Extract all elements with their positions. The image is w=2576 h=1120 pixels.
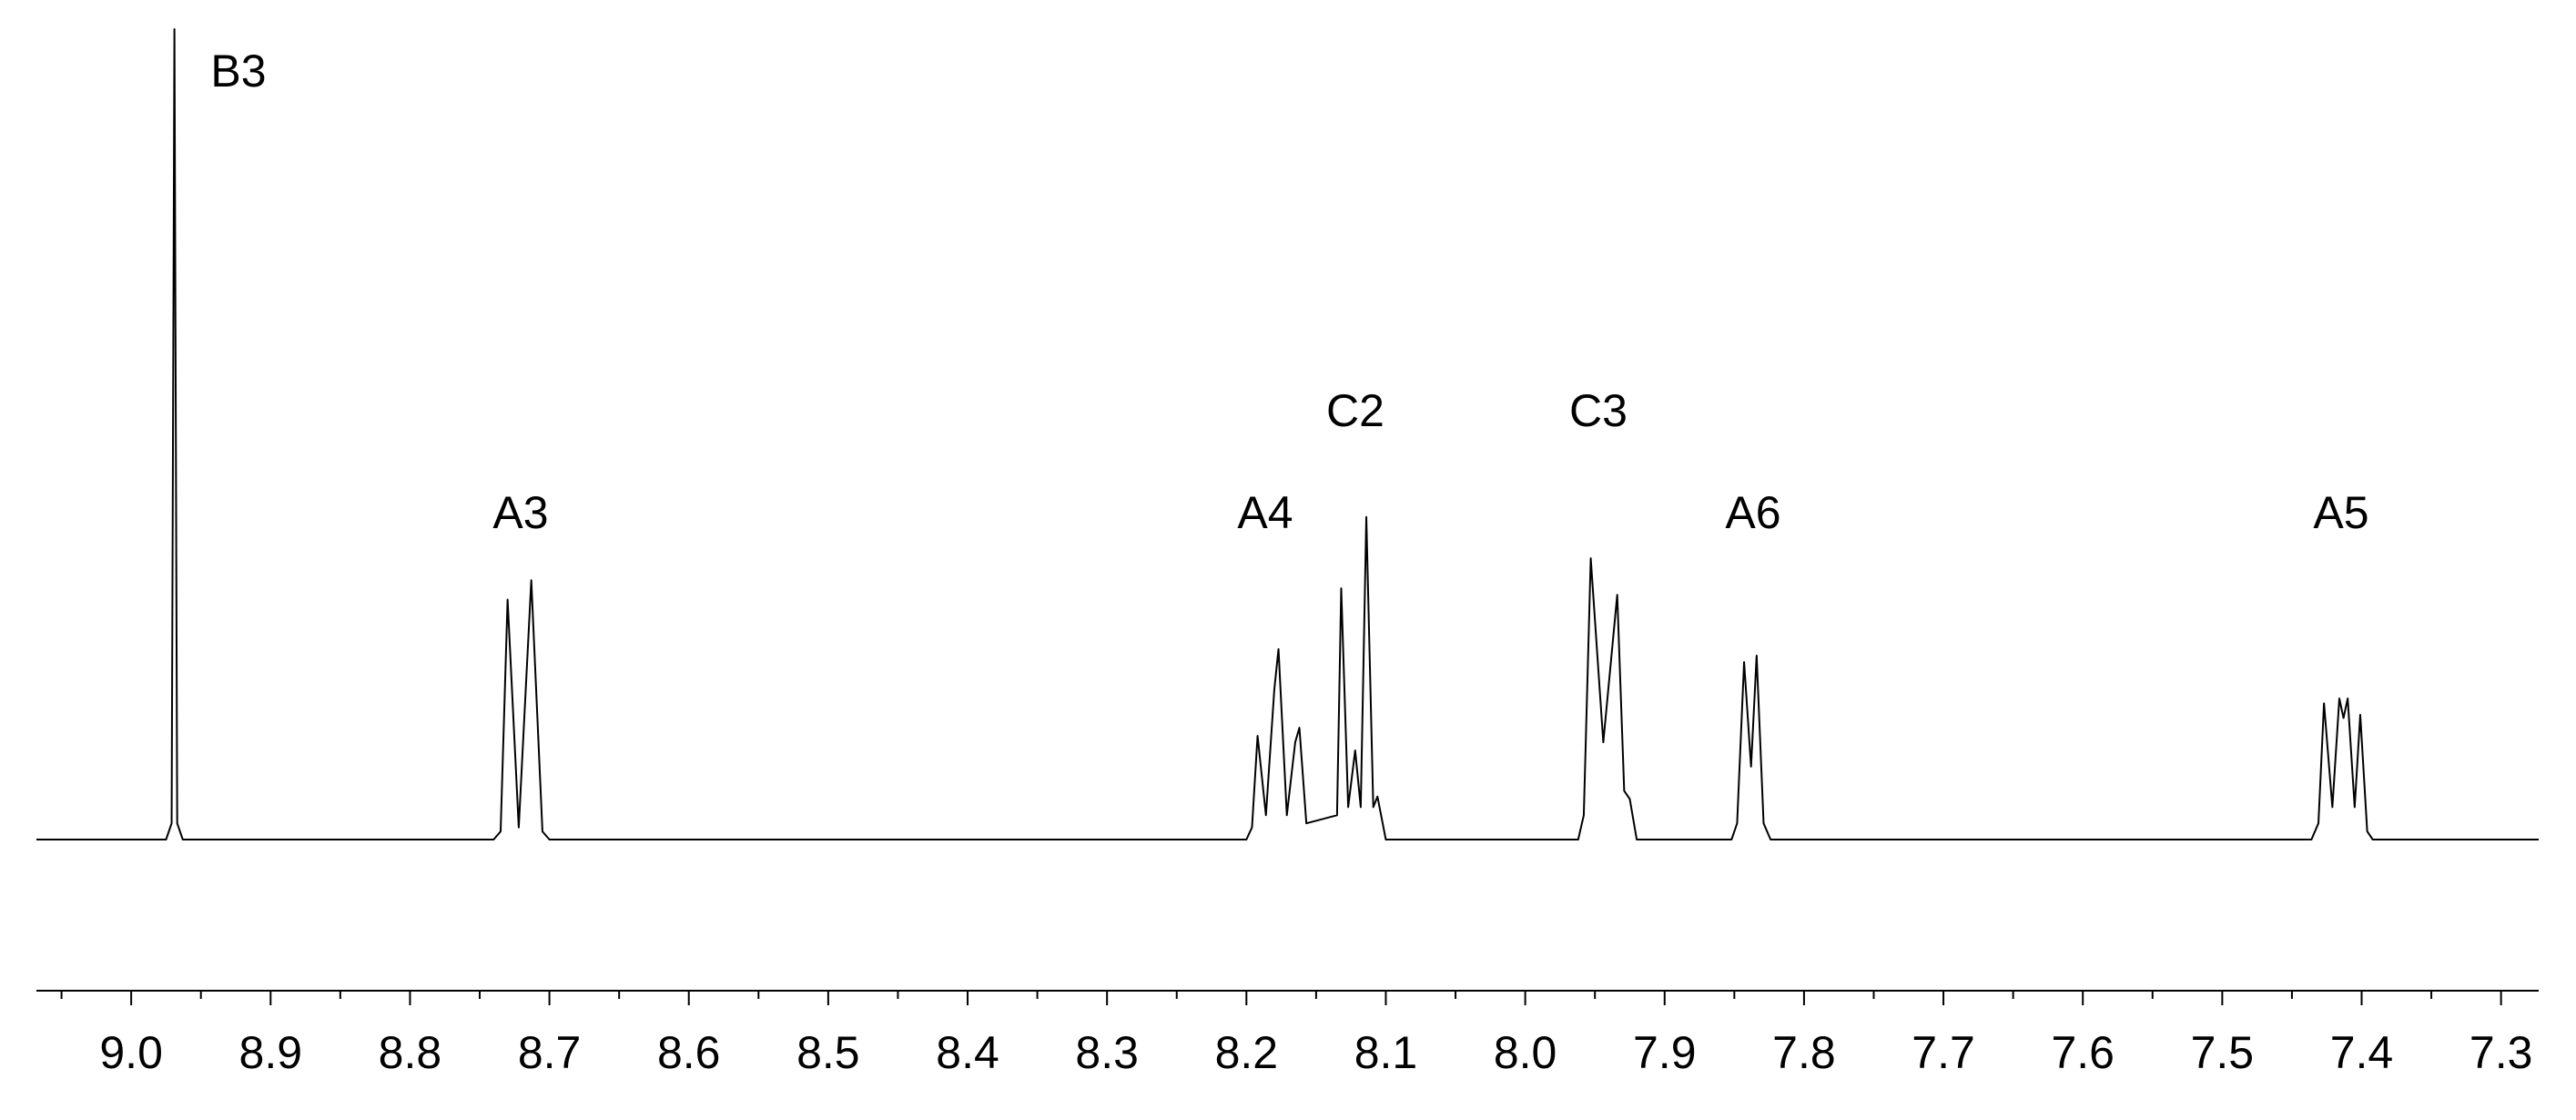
x-tick-label: 7.3 <box>2470 1027 2533 1078</box>
peak-label: A3 <box>492 487 548 538</box>
x-tick-label: 8.1 <box>1354 1027 1418 1078</box>
spectrum-line <box>36 28 2539 840</box>
x-tick-label: 7.9 <box>1633 1027 1697 1078</box>
x-tick-label: 8.3 <box>1075 1027 1139 1078</box>
peak-label: C3 <box>1569 385 1628 436</box>
x-tick-label: 7.7 <box>1912 1027 1975 1078</box>
x-tick-label: 7.6 <box>2051 1027 2115 1078</box>
x-tick-label: 8.2 <box>1215 1027 1279 1078</box>
x-tick-label: 8.6 <box>657 1027 721 1078</box>
x-tick-label: 8.8 <box>379 1027 442 1078</box>
x-tick-label: 7.8 <box>1772 1027 1836 1078</box>
peak-label: B3 <box>210 46 266 97</box>
x-tick-label: 7.4 <box>2330 1027 2394 1078</box>
x-tick-label: 9.0 <box>99 1027 163 1078</box>
peak-label: C2 <box>1326 385 1384 436</box>
x-tick-label: 8.0 <box>1494 1027 1557 1078</box>
x-tick-label: 8.5 <box>796 1027 860 1078</box>
x-tick-label: 8.4 <box>936 1027 999 1078</box>
peak-label: A4 <box>1237 487 1293 538</box>
x-tick-label: 8.9 <box>239 1027 303 1078</box>
x-tick-label: 8.7 <box>518 1027 582 1078</box>
x-tick-label: 7.5 <box>2191 1027 2255 1078</box>
peak-label: A5 <box>2313 487 2368 538</box>
peak-label: A6 <box>1725 487 1780 538</box>
